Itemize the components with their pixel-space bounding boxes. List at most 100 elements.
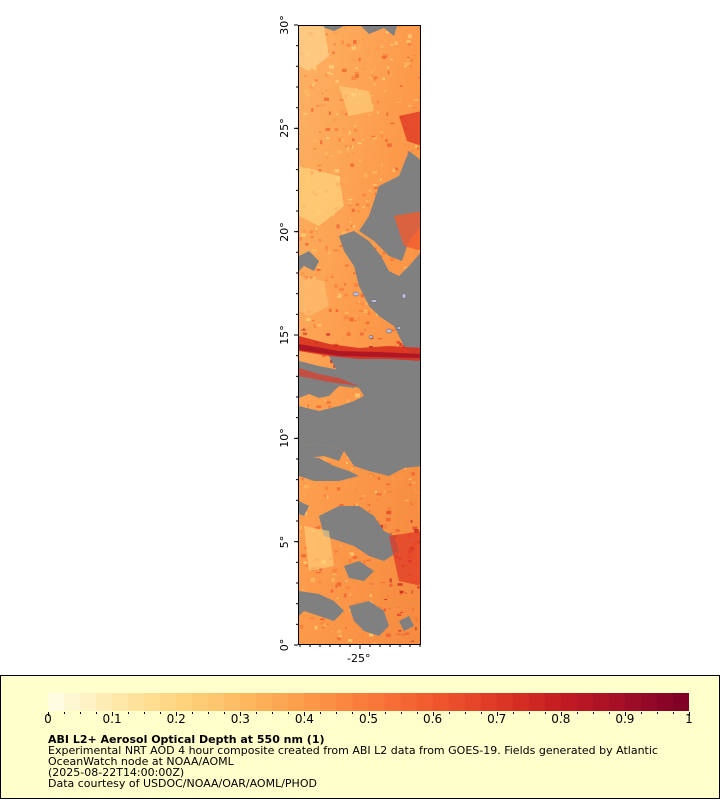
colorbar-minor-tick bbox=[336, 712, 338, 714]
colorbar-minor-tick bbox=[160, 712, 162, 714]
colorbar-minor-tick bbox=[689, 712, 690, 716]
x-axis-ticks bbox=[299, 645, 421, 649]
colorbar-cell bbox=[160, 693, 177, 711]
legend-description-cont: OceanWatch node at NOAA/AOML bbox=[48, 755, 234, 768]
colorbar-minor-tick bbox=[544, 712, 546, 714]
colorbar-cell bbox=[384, 693, 402, 711]
colorbar-tick-label: 0.2 bbox=[166, 712, 186, 726]
aod-map-raster bbox=[299, 26, 420, 644]
colorbar-cell bbox=[128, 693, 145, 711]
colorbar bbox=[48, 693, 689, 711]
colorbar-minor-tick bbox=[192, 712, 194, 714]
y-tick-label: 10° bbox=[278, 428, 291, 449]
colorbar-cell bbox=[448, 693, 466, 711]
colorbar-tick-label: 1 bbox=[685, 712, 693, 726]
colorbar-minor-tick bbox=[640, 712, 642, 714]
colorbar-cell bbox=[544, 693, 562, 711]
colorbar-cell bbox=[672, 693, 689, 711]
colorbar-cell bbox=[528, 693, 546, 711]
colorbar-cell bbox=[208, 693, 225, 711]
colorbar-minor-tick bbox=[608, 712, 610, 714]
aod-map[interactable] bbox=[298, 25, 421, 645]
colorbar-cell bbox=[48, 693, 65, 711]
legend-description: Experimental NRT AOD 4 hour composite cr… bbox=[48, 744, 658, 757]
colorbar-cell bbox=[464, 693, 482, 711]
colorbar-minor-tick bbox=[224, 712, 226, 714]
colorbar-minor-tick bbox=[208, 712, 210, 714]
y-tick-label: 5° bbox=[278, 535, 291, 548]
y-tick-label: 25° bbox=[278, 118, 291, 139]
colorbar-tick-label: 0.4 bbox=[294, 712, 314, 726]
colorbar-cell bbox=[336, 693, 354, 711]
colorbar-minor-tick bbox=[480, 712, 482, 714]
x-tick-label: -25° bbox=[347, 652, 371, 665]
colorbar-minor-tick bbox=[624, 712, 626, 716]
colorbar-cell bbox=[400, 693, 418, 711]
colorbar-minor-tick bbox=[272, 712, 274, 714]
colorbar-minor-tick bbox=[144, 712, 146, 714]
colorbar-minor-tick bbox=[368, 712, 370, 716]
colorbar-cell bbox=[512, 693, 530, 711]
colorbar-minor-tick bbox=[112, 712, 114, 716]
colorbar-minor-tick bbox=[80, 712, 82, 714]
colorbar-minor-tick bbox=[48, 712, 49, 716]
colorbar-cell bbox=[288, 693, 305, 711]
colorbar-minor-tick bbox=[512, 712, 514, 714]
colorbar-cell bbox=[320, 693, 338, 711]
colorbar-tick-label: 0.9 bbox=[615, 712, 635, 726]
colorbar-cell bbox=[176, 693, 193, 711]
colorbar-cell bbox=[416, 693, 434, 711]
colorbar-minor-tick bbox=[288, 712, 290, 714]
colorbar-minor-tick bbox=[656, 712, 658, 714]
colorbar-minor-tick bbox=[464, 712, 466, 714]
colorbar-cell bbox=[432, 693, 450, 711]
colorbar-minor-tick bbox=[64, 712, 66, 714]
colorbar-cell bbox=[560, 693, 578, 711]
colorbar-tick-label: 0.5 bbox=[358, 712, 379, 726]
colorbar-minor-tick bbox=[528, 712, 530, 714]
y-tick-label: 30° bbox=[278, 15, 291, 35]
colorbar-tick-label: 0.1 bbox=[102, 712, 122, 726]
colorbar-minor-tick bbox=[448, 712, 450, 714]
colorbar-tick-label: 0.8 bbox=[551, 712, 571, 726]
legend-title: ABI L2+ Aerosol Optical Depth at 550 nm … bbox=[48, 733, 325, 746]
colorbar-minor-tick bbox=[320, 712, 322, 714]
colorbar-cell bbox=[352, 693, 370, 711]
islands bbox=[352, 291, 407, 339]
colorbar-minor-tick bbox=[672, 712, 674, 714]
colorbar-minor-tick bbox=[96, 712, 98, 714]
colorbar-cell bbox=[112, 693, 129, 711]
colorbar-minor-tick bbox=[176, 712, 178, 716]
colorbar-tick-label: 0.6 bbox=[423, 712, 443, 726]
colorbar-cell bbox=[80, 693, 97, 711]
colorbar-minor-tick bbox=[560, 712, 562, 716]
colorbar-cell bbox=[96, 693, 113, 711]
colorbar-minor-tick bbox=[400, 712, 402, 714]
colorbar-cell bbox=[576, 693, 594, 711]
colorbar-tick-label: 0 bbox=[44, 712, 52, 726]
colorbar-minor-tick bbox=[256, 712, 258, 714]
colorbar-minor-tick bbox=[576, 712, 578, 714]
colorbar-minor-tick bbox=[240, 712, 242, 716]
colorbar-cell bbox=[368, 693, 386, 711]
y-tick-label: 0° bbox=[278, 638, 291, 652]
colorbar-minor-tick bbox=[128, 712, 130, 714]
colorbar-cell bbox=[64, 693, 81, 711]
colorbar-cell bbox=[640, 693, 658, 711]
colorbar-cell bbox=[592, 693, 610, 711]
colorbar-cell bbox=[304, 693, 322, 711]
colorbar-cell bbox=[192, 693, 209, 711]
y-tick-label: 20° bbox=[278, 221, 291, 242]
colorbar-cell bbox=[608, 693, 626, 711]
colorbar-tick-label: 0.7 bbox=[487, 712, 507, 726]
colorbar-cell bbox=[480, 693, 498, 711]
colorbar-minor-tick bbox=[304, 712, 306, 716]
colorbar-minor-tick bbox=[496, 712, 498, 716]
colorbar-cell bbox=[240, 693, 257, 711]
colorbar-cell bbox=[224, 693, 241, 711]
colorbar-cell bbox=[656, 693, 674, 711]
legend-credit: Data courtesy of USDOC/NOAA/OAR/AOML/PHO… bbox=[48, 777, 317, 790]
y-tick-label: 15° bbox=[278, 325, 291, 345]
legend-timestamp: (2025-08-22T14:00:00Z) bbox=[48, 766, 185, 779]
colorbar-cell bbox=[144, 693, 161, 711]
